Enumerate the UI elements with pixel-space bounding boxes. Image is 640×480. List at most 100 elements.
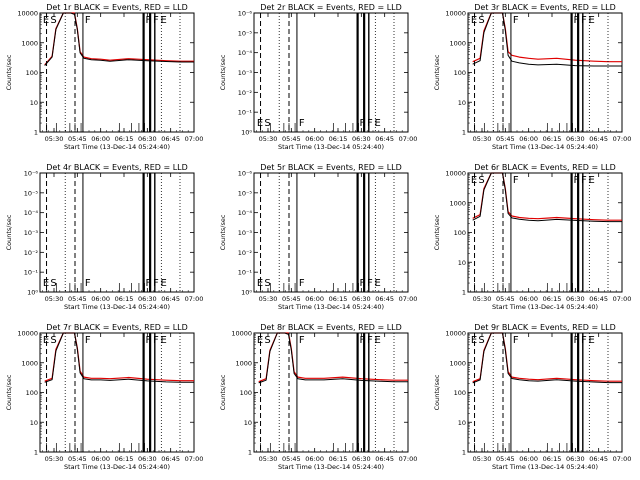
lld-series-line [44, 332, 194, 382]
y-tick-label: 10⁻³ [238, 229, 253, 237]
y-tick-label: 10⁻⁵ [24, 189, 39, 197]
y-tick-label: 1 [462, 449, 466, 457]
y-tick-label: 10⁻¹ [238, 109, 253, 117]
x-tick-label: 07:00 [399, 295, 418, 303]
x-tick-label: 06:30 [352, 295, 371, 303]
flag-letter: F [367, 278, 373, 289]
x-tick-label: 06:45 [589, 135, 608, 143]
y-tick-label: 1000 [449, 39, 466, 47]
x-tick-label: 07:00 [399, 135, 418, 143]
flag-letter: E [43, 335, 49, 346]
flag-letter: E [257, 278, 263, 289]
flag-letter: S [478, 335, 484, 346]
x-tick-label: 06:00 [91, 455, 110, 463]
x-tick-label: 06:30 [138, 135, 157, 143]
x-tick-label: 06:30 [352, 135, 371, 143]
y-tick-label: 100 [454, 229, 466, 237]
y-tick-label: 1000 [21, 39, 38, 47]
x-tick-label: 05:30 [45, 295, 64, 303]
x-tick-label: 06:00 [519, 295, 538, 303]
y-tick-label: 10⁻⁶ [24, 170, 39, 178]
flag-letter: F [367, 118, 373, 129]
x-axis-label: Start Time (13-Dec-14 05:24:40) [64, 303, 170, 311]
x-axis-label: Start Time (13-Dec-14 05:24:40) [278, 303, 384, 311]
x-tick-label: 06:00 [305, 455, 324, 463]
events-series-line [258, 332, 408, 384]
y-tick-label: 1 [462, 129, 466, 137]
panel-title: Det 7r BLACK = Events, RED = LLD [46, 323, 188, 332]
lld-series-line [472, 12, 622, 63]
x-tick-label: 05:30 [259, 455, 278, 463]
y-axis-label: Counts/sec [433, 214, 441, 250]
flag-letter: E [588, 335, 594, 346]
flag-letter: E [374, 118, 380, 129]
flag-letter: F [153, 278, 159, 289]
events-series-line [472, 172, 622, 223]
y-tick-label: 10⁻² [24, 249, 39, 257]
flag-letter: S [264, 278, 270, 289]
flag-letter: F [360, 118, 366, 129]
x-tick-label: 06:45 [161, 295, 180, 303]
y-axis-label: Counts/sec [219, 374, 227, 410]
y-tick-label: 10 [458, 259, 466, 267]
events-series-line [44, 332, 194, 383]
y-tick-label: 10000 [445, 10, 466, 18]
flag-letter: F [85, 278, 91, 289]
x-tick-label: 06:00 [91, 295, 110, 303]
y-axis-label: Counts/sec [5, 54, 13, 90]
flag-letter: F [299, 278, 305, 289]
panel-det-2r: Det 2r BLACK = Events, RED = LLD 05:30 05:… [219, 3, 417, 151]
y-tick-label: 10⁻⁶ [238, 170, 253, 178]
x-tick-label: 05:30 [473, 455, 492, 463]
flag-letter: E [374, 335, 380, 346]
y-tick-label: 10⁻⁶ [238, 10, 253, 18]
flag-letter: F [153, 15, 159, 26]
flag-letter: F [574, 15, 580, 26]
x-tick-label: 06:15 [115, 295, 134, 303]
x-tick-label: 05:45 [496, 135, 515, 143]
y-tick-label: 10⁰ [241, 129, 252, 137]
plot-frame [253, 172, 409, 293]
x-axis-label: Start Time (13-Dec-14 05:24:40) [64, 143, 170, 151]
y-tick-label: 10⁻⁴ [238, 49, 253, 57]
flag-letter: E [160, 335, 166, 346]
panel-det-3r: Det 3r BLACK = Events, RED = LLD 05:30 05:… [433, 3, 631, 151]
flag-letter: E [257, 335, 263, 346]
flag-letter: F [581, 175, 587, 186]
x-tick-label: 06:15 [543, 295, 562, 303]
y-axis-label: Counts/sec [5, 214, 13, 250]
y-tick-label: 1000 [449, 359, 466, 367]
y-tick-label: 1 [34, 449, 38, 457]
x-tick-label: 05:45 [496, 455, 515, 463]
flag-letter: F [85, 15, 91, 26]
y-tick-label: 10⁰ [27, 289, 38, 297]
panel-title: Det 6r BLACK = Events, RED = LLD [474, 163, 616, 172]
flag-letter: F [513, 15, 519, 26]
x-tick-label: 06:45 [589, 295, 608, 303]
flag-letter: S [50, 278, 56, 289]
y-tick-label: 1000 [21, 359, 38, 367]
x-axis-label: Start Time (13-Dec-14 05:24:40) [278, 143, 384, 151]
x-tick-label: 06:15 [329, 455, 348, 463]
x-tick-label: 06:45 [161, 455, 180, 463]
y-tick-label: 100 [454, 389, 466, 397]
panel-det-9r: Det 9r BLACK = Events, RED = LLD 05:30 05:… [433, 323, 631, 471]
x-tick-label: 06:30 [138, 295, 157, 303]
flag-letter: E [471, 175, 477, 186]
x-tick-label: 07:00 [185, 455, 204, 463]
x-axis-label: Start Time (13-Dec-14 05:24:40) [64, 463, 170, 471]
y-axis-label: Counts/sec [219, 214, 227, 250]
plot-frame [467, 172, 623, 293]
flag-letter: S [478, 15, 484, 26]
x-tick-label: 05:45 [282, 455, 301, 463]
events-series-line [472, 332, 622, 384]
x-tick-label: 07:00 [613, 455, 632, 463]
flag-letter: S [264, 335, 270, 346]
y-tick-label: 1 [248, 449, 252, 457]
y-tick-label: 1 [462, 289, 466, 297]
panel-title: Det 3r BLACK = Events, RED = LLD [474, 3, 616, 12]
panel-det-6r: Det 6r BLACK = Events, RED = LLD 05:30 05:… [433, 163, 631, 311]
x-axis-label: Start Time (13-Dec-14 05:24:40) [278, 463, 384, 471]
x-tick-label: 05:45 [496, 295, 515, 303]
flag-letter: E [588, 175, 594, 186]
